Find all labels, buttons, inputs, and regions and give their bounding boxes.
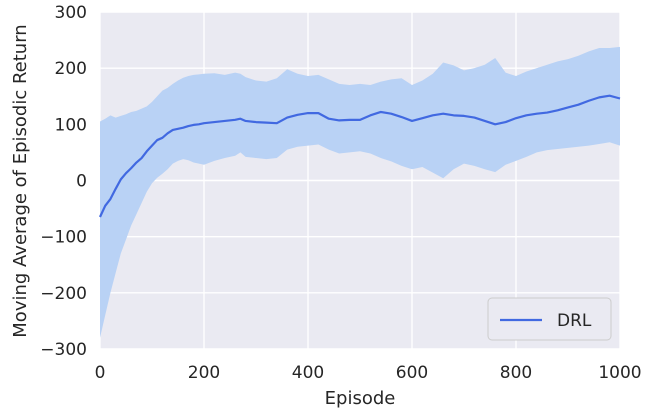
y-tick-label: −300	[40, 340, 87, 360]
x-tick-label: 600	[396, 363, 428, 383]
x-tick-label: 1000	[598, 363, 641, 383]
legend-box	[487, 297, 612, 341]
y-tick-label: 0	[76, 172, 87, 192]
x-tick-label: 800	[500, 363, 532, 383]
y-tick-label: 300	[55, 3, 87, 23]
x-tick-label: 200	[188, 363, 220, 383]
y-tick-label: 100	[55, 115, 87, 135]
y-tick-label: −200	[40, 284, 87, 304]
x-axis-label: Episode	[325, 388, 396, 409]
y-tick-label: −100	[40, 228, 87, 248]
legend-label-drl: DRL	[557, 311, 592, 331]
y-axis-ticks: 300 200 100 0 −100 −200 −300	[40, 3, 87, 360]
series-line-drl	[99, 94, 621, 218]
x-tick-label: 0	[95, 363, 106, 383]
y-axis-label: Moving Average of Episodic Return	[10, 24, 31, 337]
y-tick-label: 200	[55, 59, 87, 79]
x-tick-label: 400	[292, 363, 324, 383]
x-axis-ticks: 0 200 400 600 800 1000	[95, 363, 642, 383]
legend: DRL	[487, 297, 612, 341]
